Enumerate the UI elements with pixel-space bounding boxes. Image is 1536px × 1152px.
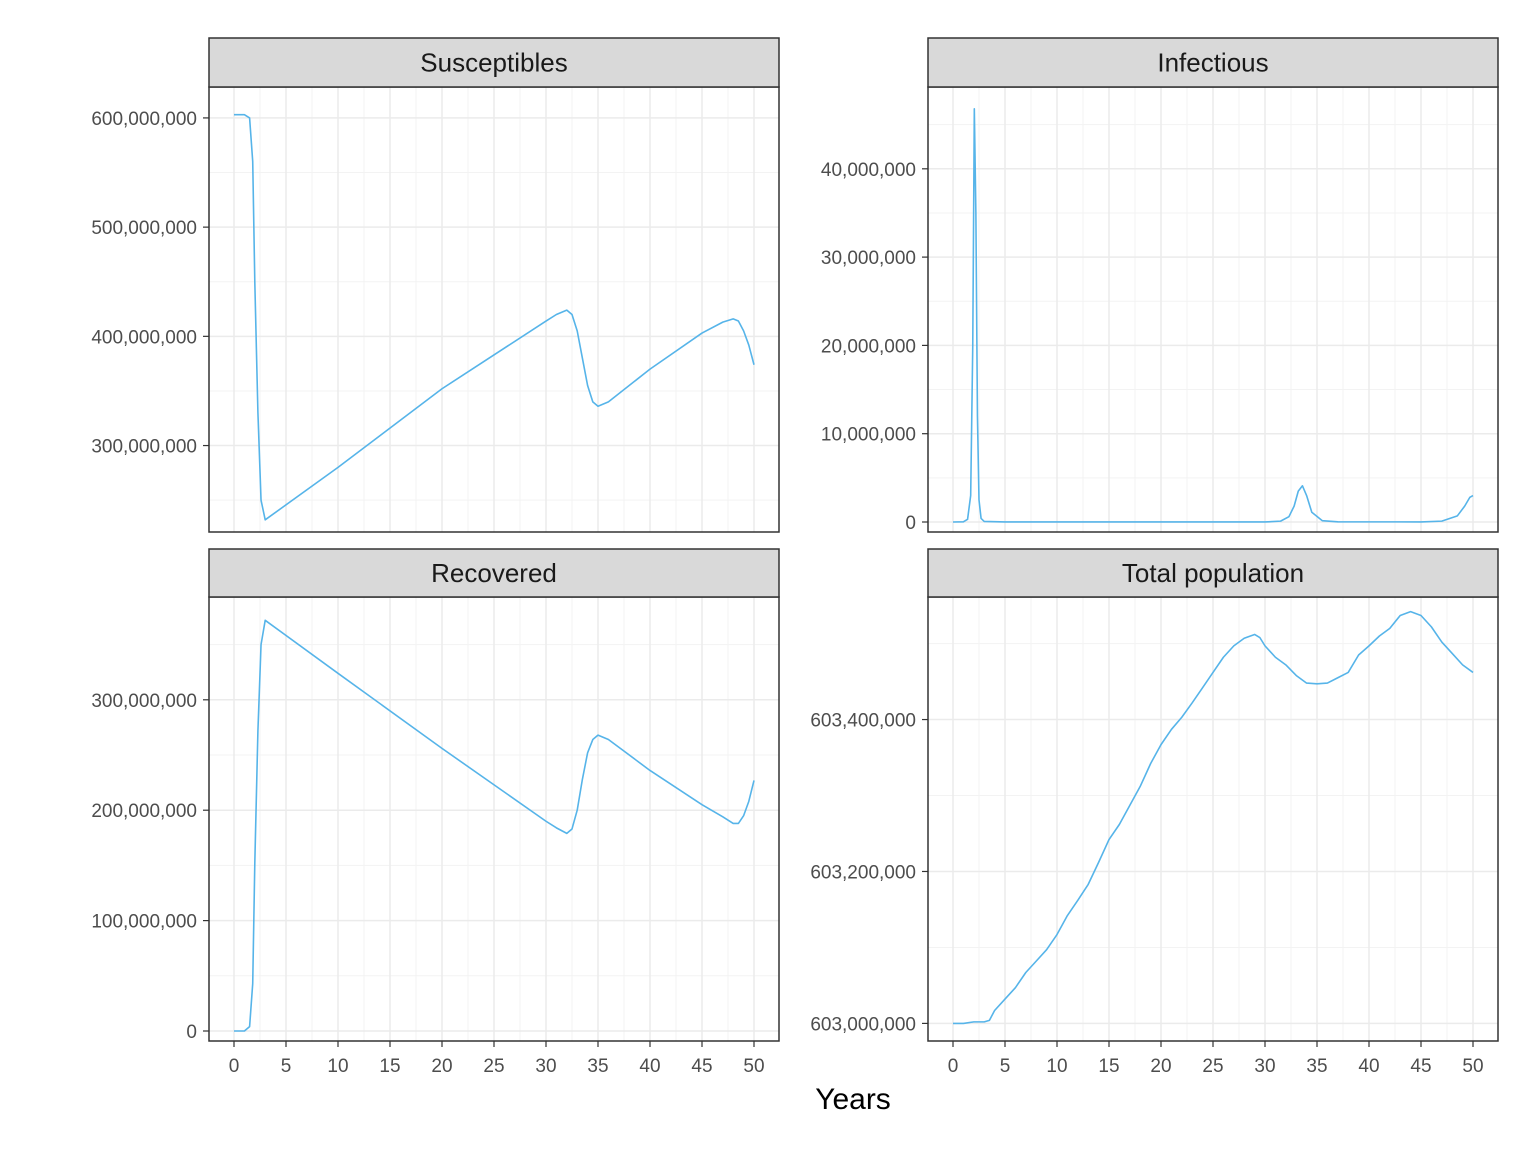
- facet-title: Infectious: [1157, 48, 1268, 78]
- x-tick-label: 10: [327, 1056, 348, 1077]
- facet-panel-2: 0 100,000,000 200,000,000 300,000,000 0 5 10 15…: [91, 548, 780, 1077]
- x-tick-label: 35: [1306, 1056, 1327, 1077]
- facet-strip: [208, 37, 780, 88]
- y-tick-label: 300,000,000: [91, 437, 197, 458]
- series-line-0: [952, 107, 1474, 523]
- y-tick-label: 200,000,000: [91, 801, 197, 822]
- x-tick-label: 0: [229, 1056, 240, 1077]
- x-tick-label: 50: [743, 1056, 764, 1077]
- y-tick-label: 500,000,000: [91, 218, 197, 239]
- facet-strip: [927, 548, 1499, 598]
- facet-panel-3: 603,000,000 603,200,000 603,400,000 0 5 10 15 2…: [810, 548, 1499, 1077]
- y-tick-label: 603,000,000: [810, 1014, 916, 1035]
- y-tick-label: 20,000,000: [821, 336, 916, 357]
- x-tick-label: 30: [1254, 1056, 1275, 1077]
- facet-panel-0: 300,000,000 400,000,000 500,000,000 600,000…: [91, 37, 780, 533]
- y-tick-label: 603,400,000: [810, 711, 916, 732]
- x-tick-label: 20: [1150, 1056, 1171, 1077]
- series-line-0: [234, 619, 755, 1032]
- x-tick-label: 5: [281, 1056, 292, 1077]
- x-tick-label: 30: [535, 1056, 556, 1077]
- y-tick-label: 100,000,000: [91, 912, 197, 933]
- x-tick-label: 40: [1358, 1056, 1379, 1077]
- x-tick-label: 25: [1202, 1056, 1223, 1077]
- x-tick-label: 35: [587, 1056, 608, 1077]
- facet-title: Susceptibles: [420, 48, 567, 78]
- y-tick-label: 400,000,000: [91, 327, 197, 348]
- x-tick-label: 40: [639, 1056, 660, 1077]
- x-axis-title: Years: [815, 1083, 891, 1116]
- x-tick-label: 20: [431, 1056, 452, 1077]
- x-tick-label: 0: [948, 1056, 959, 1077]
- y-tick-label: 300,000,000: [91, 691, 197, 712]
- series-line-0: [234, 113, 755, 521]
- facet-title: Total population: [1122, 558, 1304, 588]
- x-tick-label: 5: [1000, 1056, 1011, 1077]
- y-tick-label: 0: [905, 513, 916, 534]
- y-tick-label: 40,000,000: [821, 160, 916, 181]
- x-tick-label: 10: [1046, 1056, 1067, 1077]
- x-tick-label: 50: [1462, 1056, 1483, 1077]
- facet-title: Recovered: [431, 558, 557, 588]
- x-tick-label: 45: [1410, 1056, 1431, 1077]
- y-tick-label: 603,200,000: [810, 862, 916, 883]
- facet-strip: [208, 548, 780, 598]
- y-tick-label: 0: [186, 1022, 197, 1043]
- x-tick-label: 25: [483, 1056, 504, 1077]
- x-tick-label: 45: [691, 1056, 712, 1077]
- y-tick-label: 600,000,000: [91, 109, 197, 130]
- x-tick-label: 15: [1098, 1056, 1119, 1077]
- series-line-0: [953, 610, 1474, 1025]
- facet-strip: [927, 37, 1499, 88]
- x-tick-label: 15: [379, 1056, 400, 1077]
- facet-panel-1: 0 10,000,000 20,000,000 30,000,000 40,000,00…: [821, 37, 1499, 534]
- y-tick-label: 30,000,000: [821, 248, 916, 269]
- y-tick-label: 10,000,000: [821, 425, 916, 446]
